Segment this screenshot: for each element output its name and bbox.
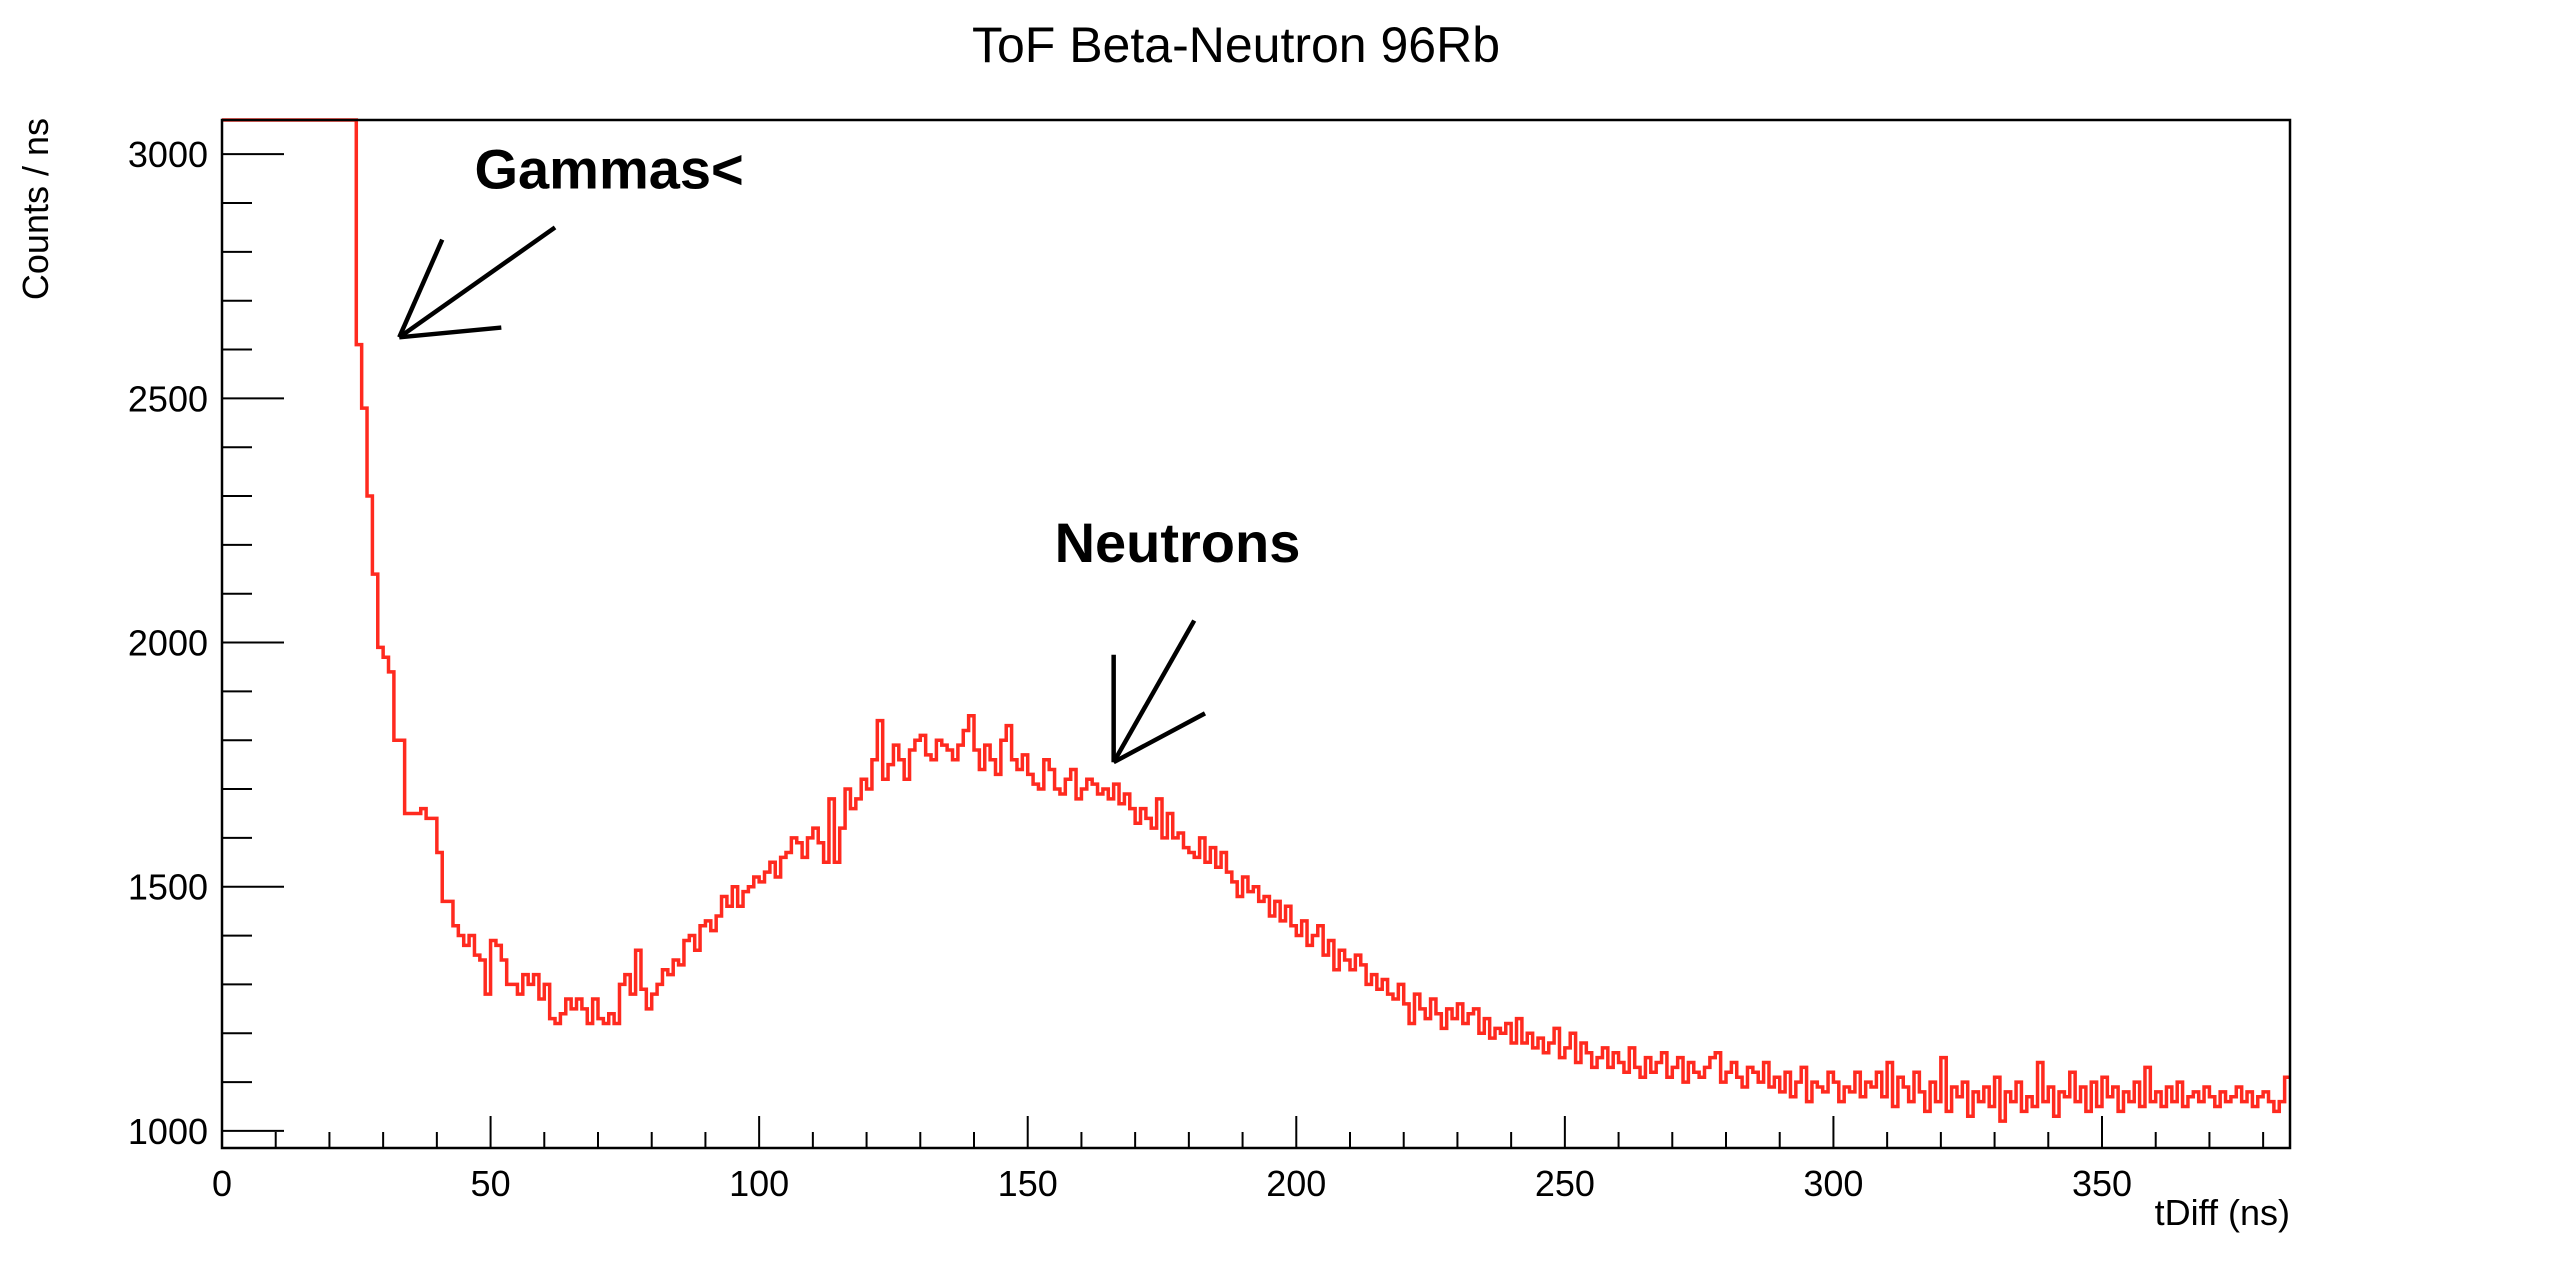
y-tick-label: 1500: [128, 867, 208, 908]
y-tick-label: 2500: [128, 378, 208, 419]
x-tick-label: 0: [212, 1163, 232, 1204]
chart-title: ToF Beta-Neutron 96Rb: [972, 17, 1500, 73]
x-tick-label: 300: [1803, 1163, 1863, 1204]
x-tick-label: 350: [2072, 1163, 2132, 1204]
y-tick-label: 3000: [128, 134, 208, 175]
annotation-label: Neutrons: [1055, 511, 1301, 574]
y-tick-label: 1000: [128, 1111, 208, 1152]
plot-frame: [220, 118, 2292, 1150]
annotation-arrow-line: [1111, 619, 1197, 764]
x-tick-label: 100: [729, 1163, 789, 1204]
annotations: Gammas< Neutrons: [397, 137, 1301, 765]
annotation-arrow-line: [397, 225, 557, 340]
y-axis-ticks: [222, 153, 284, 1132]
x-tick-label: 50: [471, 1163, 511, 1204]
annotation-arrow-line: [1112, 711, 1207, 765]
x-tick-label: 200: [1266, 1163, 1326, 1204]
x-axis-ticks: [221, 1116, 2265, 1148]
y-axis-label: Counts / ns: [15, 118, 56, 300]
x-axis-tick-labels: 0 50 100 150 200 250 300 350: [212, 1163, 2132, 1204]
x-tick-label: 150: [998, 1163, 1058, 1204]
annotation-label: Gammas<: [474, 137, 743, 200]
y-tick-label: 2000: [128, 623, 208, 664]
x-tick-label: 250: [1535, 1163, 1595, 1204]
x-axis-label: tDiff (ns): [2155, 1192, 2290, 1233]
annotation-arrow-line: [399, 325, 502, 340]
y-axis-tick-labels: 1000 1500 2000 2500 3000: [128, 134, 208, 1152]
annotation-arrow-line: [397, 238, 445, 339]
series-histogram-line: [222, 118, 2290, 1123]
